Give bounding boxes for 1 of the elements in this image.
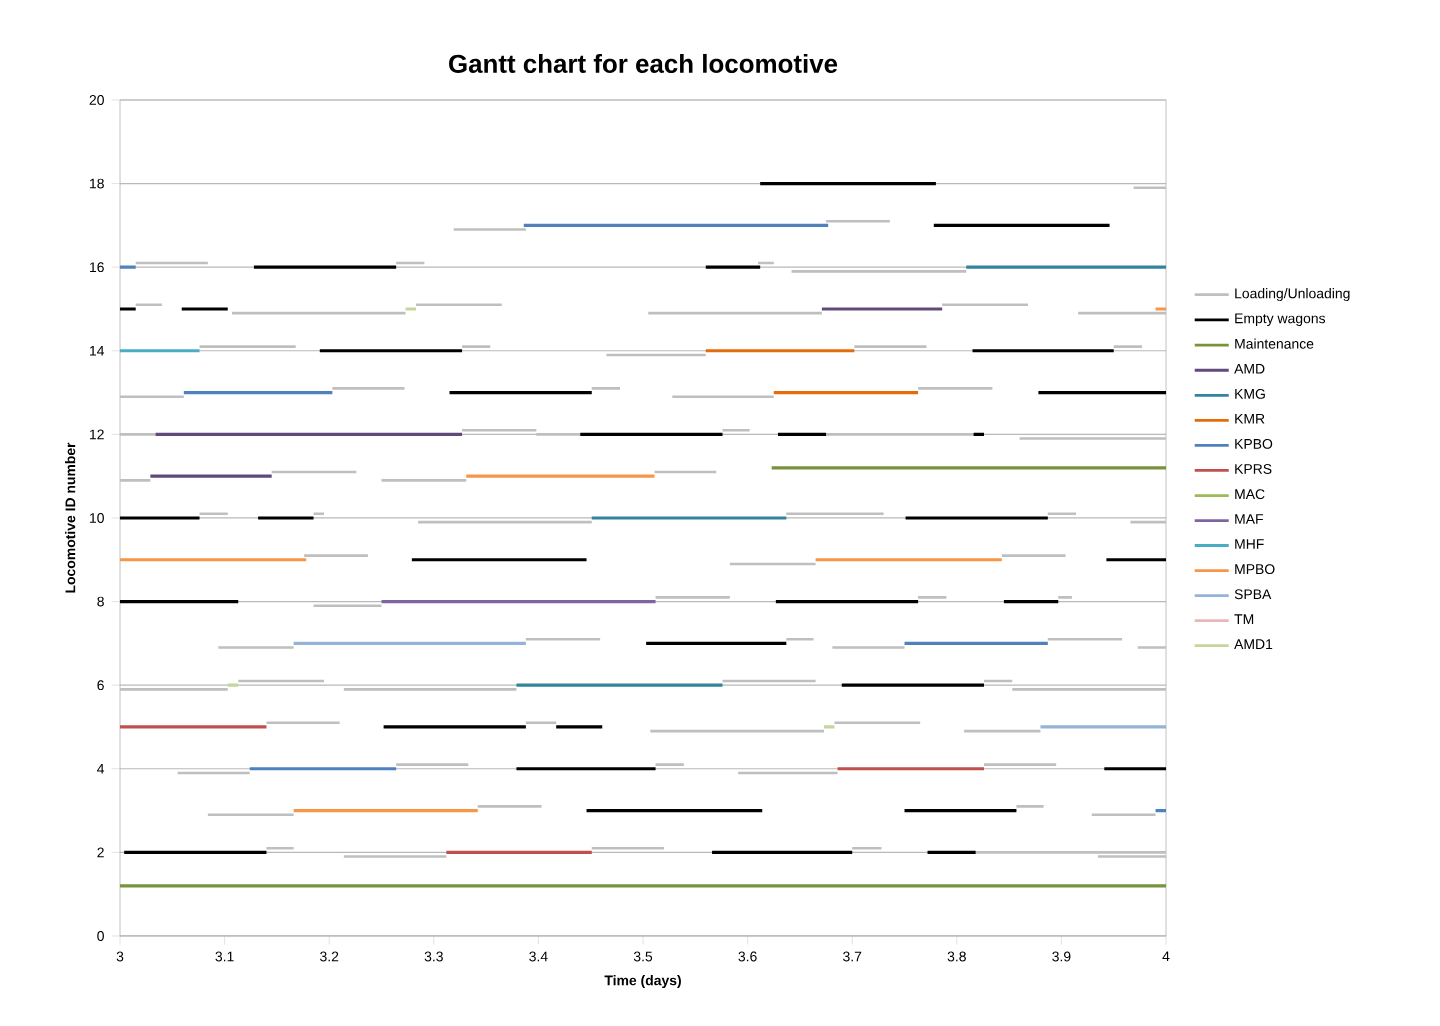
chart-title: Gantt chart for each locomotive	[449, 53, 838, 73]
